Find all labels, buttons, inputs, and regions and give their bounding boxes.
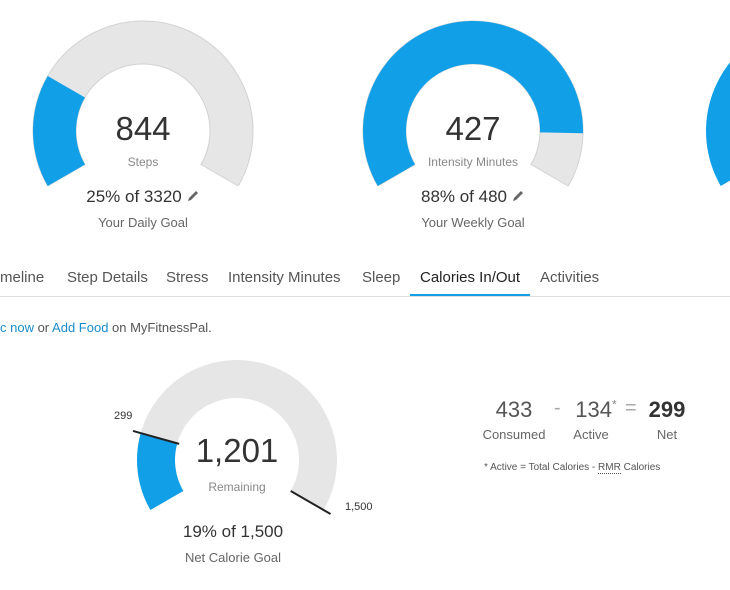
calorie-remaining-value: 1,201 bbox=[195, 432, 279, 469]
calorie-net-tick bbox=[132, 429, 180, 445]
steps-goal: 25% of 3320 bbox=[43, 187, 243, 207]
third-gauge-partial bbox=[686, 16, 730, 186]
minus-sign: - bbox=[554, 397, 561, 419]
steps-gauge bbox=[26, 16, 260, 186]
consumed-value: 433 bbox=[495, 397, 533, 422]
calorie-goal-label: Net Calorie Goal bbox=[184, 550, 282, 565]
intensity-value: 427 bbox=[445, 110, 501, 147]
calorie-remaining-label: Remaining bbox=[208, 480, 266, 494]
calorie-net-tick-label: 299 bbox=[114, 410, 133, 422]
active-footnote: * Active = Total Calories - RMR Calories bbox=[484, 462, 661, 474]
tab-sleep[interactable]: Sleep bbox=[362, 269, 401, 286]
calorie-gauge-svg bbox=[132, 360, 337, 515]
third-gauge-fill bbox=[706, 62, 730, 186]
intensity-unit: Intensity Minutes bbox=[427, 155, 519, 169]
intensity-gauge-svg bbox=[362, 20, 584, 186]
footnote-prefix: * Active = Total Calories - bbox=[484, 462, 599, 473]
tab-intensity-minutes[interactable]: Intensity Minutes bbox=[228, 269, 341, 286]
third-gauge-svg bbox=[706, 62, 730, 186]
intensity-goal: 88% of 480 bbox=[373, 187, 573, 207]
steps-gauge-fill bbox=[32, 76, 85, 186]
tab-timeline[interactable]: meline bbox=[0, 269, 45, 286]
calorie-goal-tick bbox=[290, 490, 332, 515]
active-value-number: 134 bbox=[575, 397, 613, 422]
steps-edit-goal-icon[interactable] bbox=[186, 189, 200, 203]
intensity-gauge-fill bbox=[363, 21, 583, 186]
calorie-gauge bbox=[100, 360, 380, 530]
consumed-label: Consumed bbox=[482, 427, 546, 442]
intensity-edit-goal-icon[interactable] bbox=[511, 189, 525, 203]
active-value: 134* bbox=[566, 397, 626, 423]
sync-now-link[interactable]: c now bbox=[0, 320, 34, 335]
calorie-goal-tick-label: 1,500 bbox=[345, 501, 373, 513]
net-label: Net bbox=[656, 427, 678, 442]
steps-unit: Steps bbox=[127, 155, 159, 169]
equals-sign: = bbox=[625, 397, 637, 419]
steps-gauge-svg bbox=[32, 20, 254, 186]
intensity-gauge bbox=[356, 16, 590, 186]
tab-calories-in-out[interactable]: Calories In/Out bbox=[410, 262, 531, 296]
tab-step-details[interactable]: Step Details bbox=[67, 269, 148, 286]
tab-stress[interactable]: Stress bbox=[166, 269, 209, 286]
mfp-text-or: or bbox=[33, 320, 53, 335]
intensity-goal-text: 88% of 480 bbox=[420, 187, 507, 206]
steps-goal-label: Your Daily Goal bbox=[98, 215, 188, 230]
calorie-gauge-track bbox=[137, 360, 337, 510]
active-asterisk: * bbox=[612, 397, 617, 412]
steps-goal-text: 25% of 3320 bbox=[86, 187, 182, 206]
steps-value: 844 bbox=[115, 110, 171, 147]
active-label: Active bbox=[573, 427, 609, 442]
tab-activities[interactable]: Activities bbox=[540, 269, 600, 286]
rmr-abbreviation[interactable]: RMR bbox=[598, 462, 621, 474]
intensity-goal-label: Your Weekly Goal bbox=[421, 215, 525, 230]
myfitnesspal-message: c now or Add Food on MyFitnessPal. bbox=[0, 320, 212, 335]
mfp-text-suffix: on MyFitnessPal. bbox=[108, 320, 212, 335]
add-food-link[interactable]: Add Food bbox=[52, 320, 109, 335]
net-value: 299 bbox=[648, 397, 686, 422]
dashboard-tabs: meline Step Details Stress Intensity Min… bbox=[0, 262, 730, 297]
steps-gauge-track bbox=[32, 20, 254, 186]
footnote-suffix: Calories bbox=[620, 462, 661, 473]
calorie-goal: 19% of 1,500 bbox=[182, 522, 284, 541]
calorie-gauge-fill bbox=[137, 433, 184, 510]
